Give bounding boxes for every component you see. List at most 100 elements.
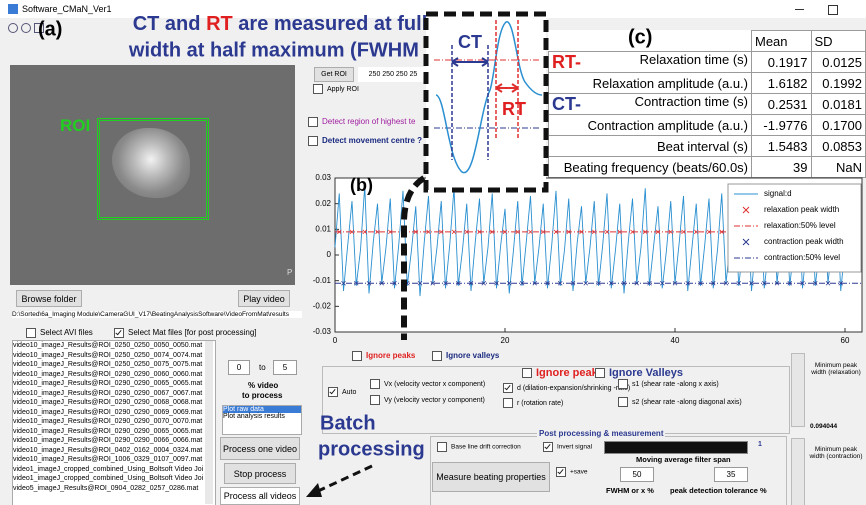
marker	[699, 281, 703, 285]
select-avi[interactable]: Select AVI files	[26, 328, 93, 338]
row-text: Relaxation amplitude (a.u.)	[593, 76, 748, 91]
fwhm-input[interactable]: 50	[620, 467, 654, 482]
auto[interactable]: Auto	[328, 387, 356, 397]
file-item[interactable]: video10_imageJ_Results@ROI_0250_0250_005…	[13, 341, 215, 351]
file-item[interactable]: video10_imageJ_Results@ROI_0290_0290_006…	[13, 427, 215, 437]
mean-cell: 0.1917	[752, 52, 812, 73]
marker	[694, 230, 698, 234]
file-item[interactable]: video10_imageJ_Results@ROI_0290_0290_006…	[13, 370, 215, 380]
file-item[interactable]: video10_imageJ_Results@ROI_0250_0250_007…	[13, 360, 215, 370]
ignore-peaks-small[interactable]: Ignore peaks	[352, 351, 415, 361]
plot-option[interactable]: Plot analysis results	[223, 413, 301, 420]
s2-label: s2 (shear rate -along diagonal axis)	[632, 399, 742, 406]
mean-cell: 39	[752, 157, 812, 178]
save[interactable]: +save	[556, 467, 588, 477]
title-line: width at half maximum (FWHM )	[128, 39, 431, 61]
invert[interactable]: Invert signal	[543, 442, 592, 452]
apply-roi-label: Apply ROI	[327, 86, 359, 93]
row-label: Beating frequency (beats/60.0s)	[549, 157, 752, 178]
tol-input[interactable]: 35	[714, 467, 748, 482]
marker	[354, 281, 358, 285]
file-item[interactable]: video1_imageJ_cropped_combined_Using_Bol…	[13, 465, 215, 475]
marker	[414, 230, 418, 234]
file-item[interactable]: video10_imageJ_Results@ROI_1006_0329_010…	[13, 455, 215, 465]
s2[interactable]: s2 (shear rate -along diagonal axis)	[618, 397, 742, 407]
select-mat[interactable]: Select Mat files [for post processing]	[114, 328, 257, 338]
signal-line	[335, 186, 845, 296]
y-tick-label: -0.02	[313, 301, 332, 310]
file-item[interactable]: video10_imageJ_Results@ROI_0290_0290_006…	[13, 408, 215, 418]
ignore-peaks[interactable]: Ignore peaks	[522, 367, 604, 379]
roi-label: ROI	[60, 116, 90, 136]
marker	[762, 281, 766, 285]
marker	[350, 230, 354, 234]
file-item[interactable]: video10_imageJ_Results@ROI_0290_0290_006…	[13, 398, 215, 408]
ignore-valleys-small[interactable]: Ignore valleys	[432, 351, 499, 361]
y-tick-label: 0.02	[315, 199, 331, 208]
marker	[469, 281, 473, 285]
r[interactable]: r (rotation rate)	[503, 398, 563, 408]
vx[interactable]: Vx (velocity vector x component)	[370, 379, 485, 389]
process-all-button[interactable]: Process all videos	[220, 487, 300, 505]
marker	[605, 230, 609, 234]
play-video-button[interactable]: Play video	[238, 290, 290, 307]
range-to[interactable]: 5	[273, 360, 297, 375]
marker	[839, 281, 843, 285]
path-field[interactable]: D:\Sorted\6a_Imaging Module\CameraGUI_V1…	[12, 311, 302, 318]
slider-contraction[interactable]	[791, 438, 805, 505]
marker	[456, 281, 460, 285]
detect-centre[interactable]: Detect movement centre ?	[308, 136, 422, 146]
marker	[609, 281, 613, 285]
vx-label: Vx (velocity vector x component)	[384, 381, 485, 388]
mean-cell: -1.9776	[752, 115, 812, 136]
x-tick-label: 20	[501, 336, 510, 345]
file-item[interactable]: video10_imageJ_Results@ROI_0402_0162_000…	[13, 446, 215, 456]
scrollbar[interactable]	[205, 341, 213, 504]
marker	[673, 281, 677, 285]
vy[interactable]: Vy (velocity vector y component)	[370, 395, 485, 405]
detect-region[interactable]: Detect region of highest te	[308, 117, 415, 127]
header-cell: Mean	[752, 31, 812, 52]
marker	[427, 230, 431, 234]
minimize[interactable]	[795, 9, 804, 10]
row-text: Contraction amplitude (a.u.)	[588, 118, 748, 133]
legend-label: relaxation:50% level	[764, 221, 836, 230]
slider-relaxation[interactable]	[791, 353, 805, 427]
get-roi-button[interactable]: Get ROI	[314, 67, 354, 82]
s1[interactable]: s1 (shear rate -along x axis)	[618, 379, 719, 389]
file-item[interactable]: video10_imageJ_Results@ROI_0290_0290_006…	[13, 436, 215, 446]
marker	[554, 230, 558, 234]
process-one-button[interactable]: Process one video	[220, 437, 300, 460]
marker	[342, 281, 346, 285]
marker	[758, 230, 762, 234]
file-list[interactable]: video10_imageJ_Results@ROI_0250_0250_005…	[12, 340, 216, 505]
d[interactable]: d (dilation-expansion/shrinking -rate)	[503, 383, 630, 393]
range-from[interactable]: 0	[228, 360, 250, 375]
file-item[interactable]: video1_imageJ_cropped_combined_Using_Bol…	[13, 474, 215, 484]
marker	[631, 230, 635, 234]
marker	[405, 281, 409, 285]
file-item[interactable]: video10_imageJ_Results@ROI_0290_0290_006…	[13, 389, 215, 399]
baseline[interactable]: Base line drift correction	[437, 442, 521, 452]
stop-process-button[interactable]: Stop process	[224, 463, 296, 484]
measure-button[interactable]: Measure beating properties	[432, 462, 550, 492]
ignore-valleys[interactable]: Ignore Valleys	[595, 367, 683, 379]
plot-options[interactable]: Plot raw data Plot analysis results	[222, 405, 302, 435]
marker	[533, 281, 537, 285]
plot-option[interactable]: Plot raw data	[223, 406, 301, 413]
file-item[interactable]: video10_imageJ_Results@ROI_0290_0290_006…	[13, 379, 215, 389]
maximize[interactable]	[828, 5, 838, 15]
file-item[interactable]: video10_imageJ_Results@ROI_0250_0250_007…	[13, 351, 215, 361]
file-item[interactable]: video5_imageJ_Results@ROI_0904_0282_0257…	[13, 484, 215, 494]
marker	[813, 281, 817, 285]
filter-slider[interactable]	[604, 441, 748, 454]
row-text: Contraction time (s)	[635, 94, 748, 109]
apply-roi[interactable]: Apply ROI	[313, 84, 359, 94]
marker	[439, 230, 443, 234]
marker	[558, 281, 562, 285]
roi-input[interactable]: 250 250 250 25	[358, 67, 428, 82]
file-item[interactable]: video10_imageJ_Results@ROI_0290_0290_007…	[13, 417, 215, 427]
browse-folder-button[interactable]: Browse folder	[16, 290, 82, 307]
row-label: Beat interval (s)	[549, 136, 752, 157]
